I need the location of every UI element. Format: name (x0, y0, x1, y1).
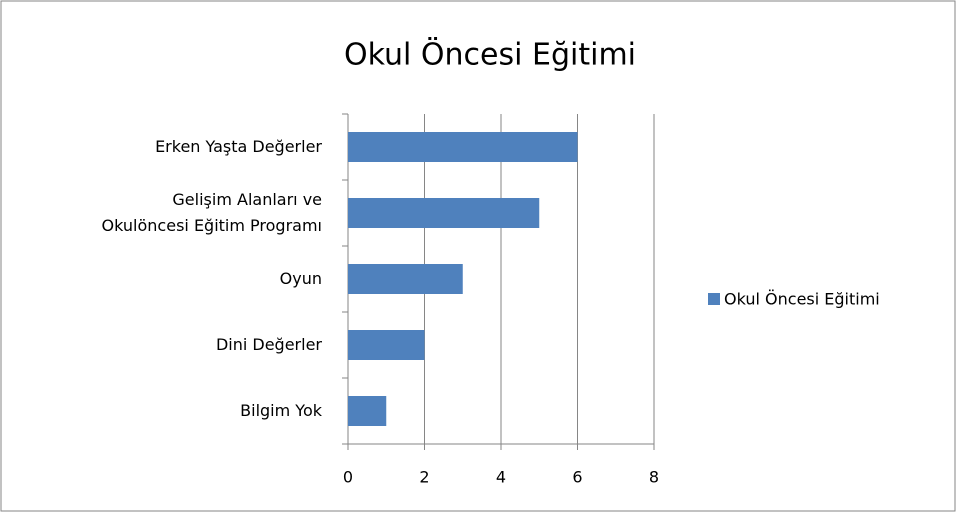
bar (348, 198, 540, 228)
y-tick-label: Bilgim Yok (240, 401, 322, 420)
x-tick-label: 6 (572, 468, 582, 487)
y-tick-label: Oyun (279, 269, 322, 288)
x-tick-label: 0 (343, 468, 353, 487)
bar (348, 264, 463, 294)
bar (348, 396, 387, 426)
x-tick-label: 2 (419, 468, 429, 487)
y-tick-label: Dini Değerler (215, 335, 322, 354)
bar (348, 330, 425, 360)
x-tick-label: 4 (496, 468, 506, 487)
bar (348, 132, 578, 162)
legend-swatch (708, 293, 720, 305)
x-tick-label: 8 (649, 468, 659, 487)
y-tick-label: Gelişim Alanları ve Okulöncesi Eğitim Pr… (101, 190, 322, 235)
y-tick-label: Erken Yaşta Değerler (155, 137, 322, 156)
legend-label: Okul Öncesi Eğitimi (724, 290, 880, 309)
chart-title: Okul Öncesi Eğitimi (344, 37, 636, 73)
